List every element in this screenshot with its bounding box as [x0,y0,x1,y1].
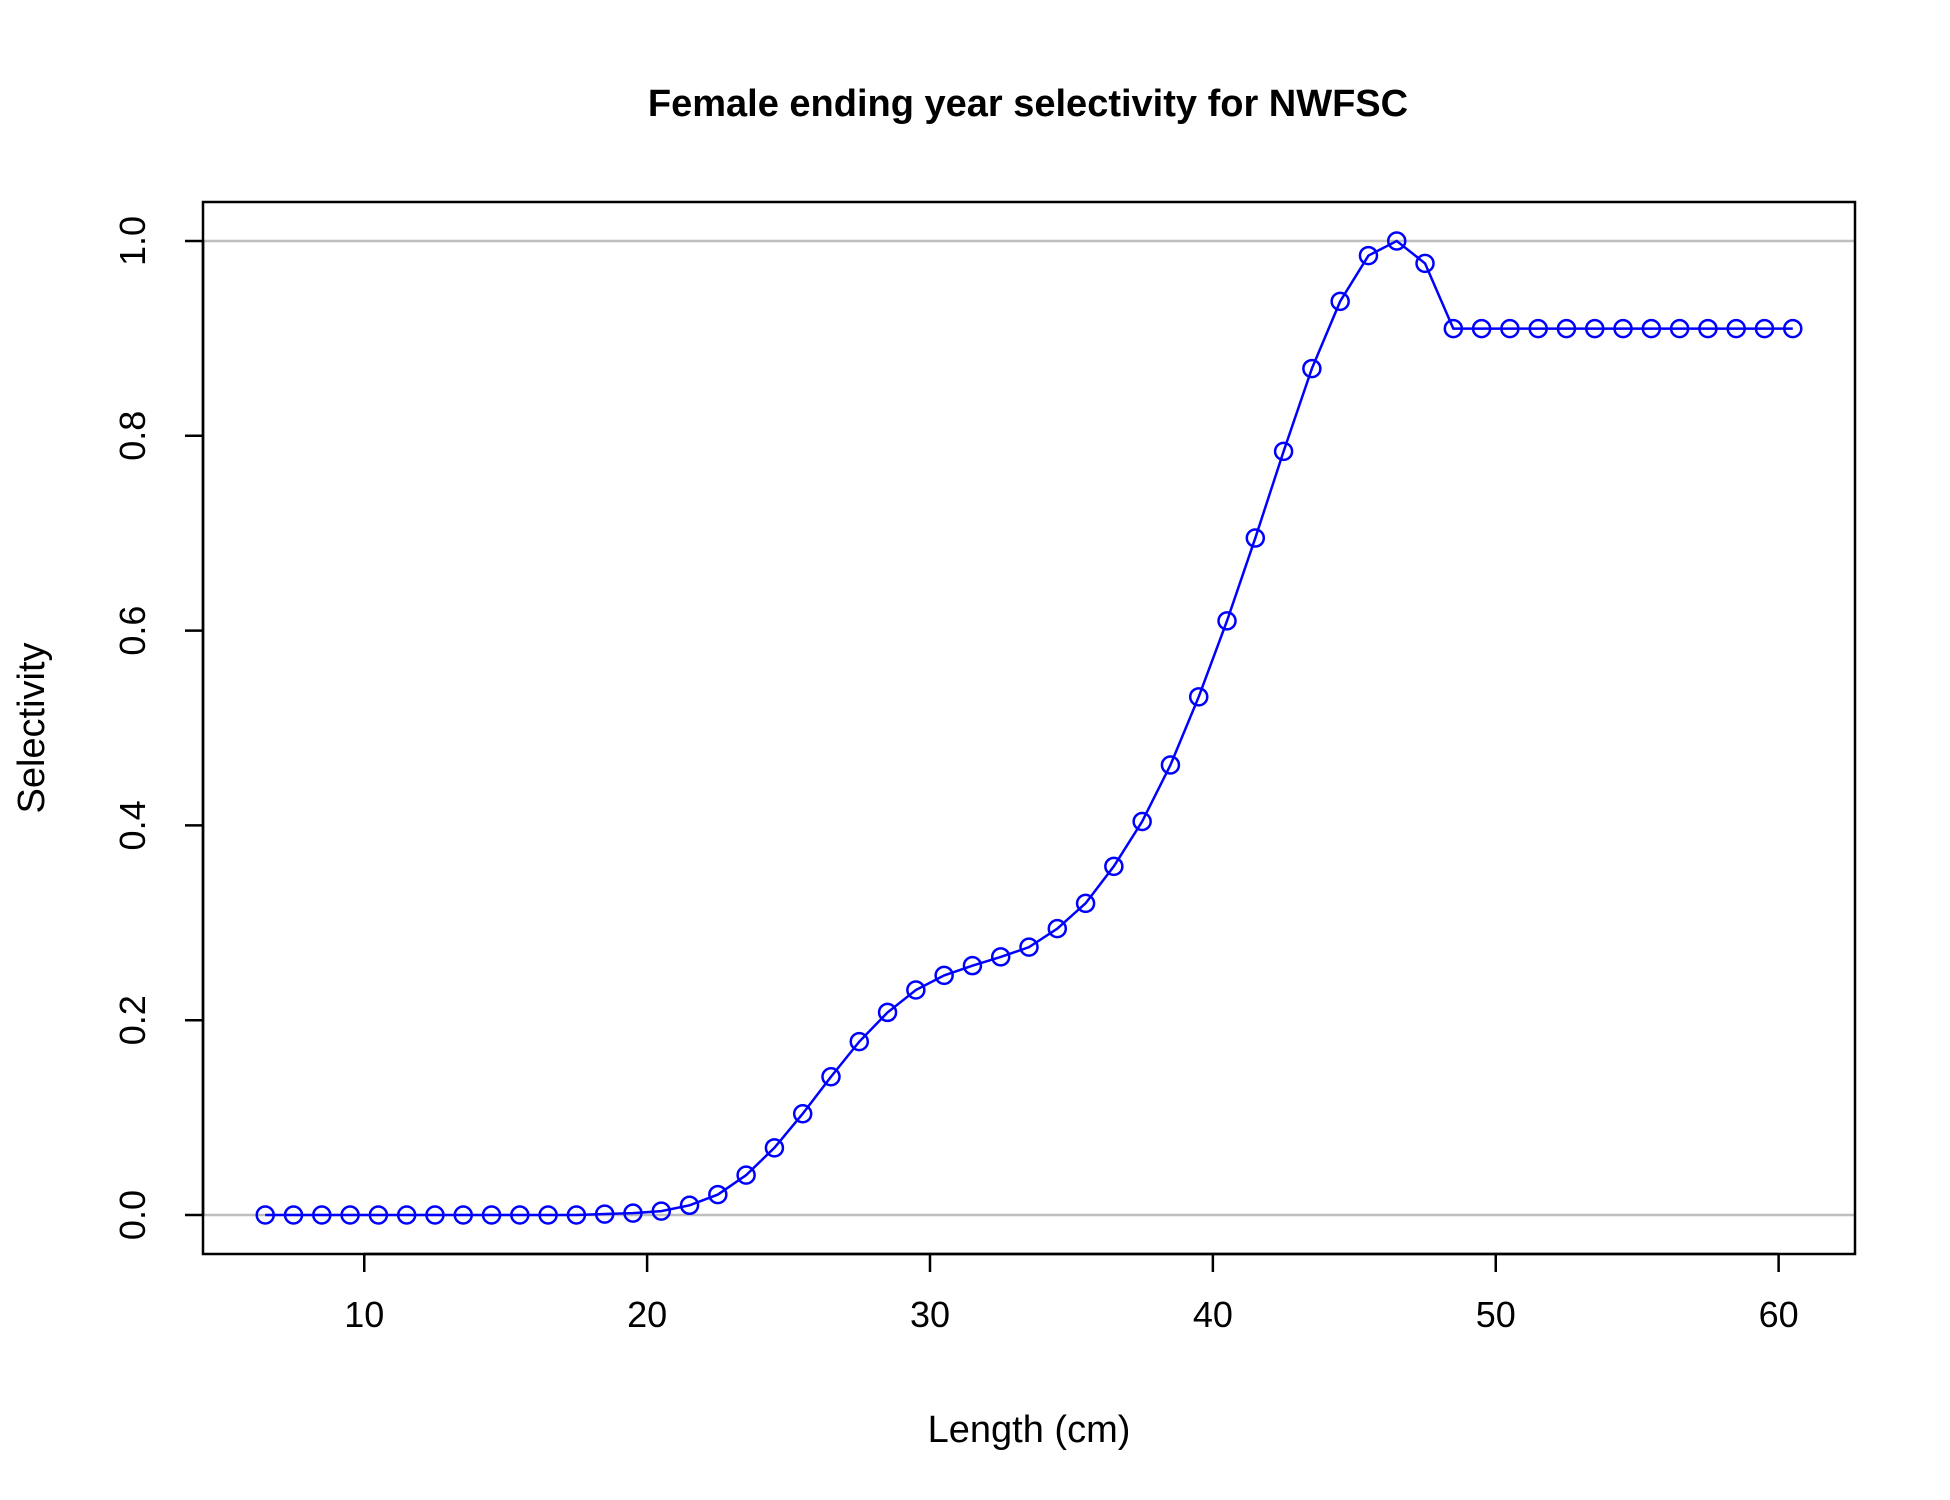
y-axis: 0.0 0.2 0.4 0.6 0.8 1.0 [112,216,205,1240]
y-tick-label: 0.2 [112,995,153,1045]
data-point [849,1031,870,1052]
data-point [1160,755,1181,775]
data-point [1500,318,1520,339]
data-point [906,980,926,1000]
data-point [877,1002,898,1023]
data-point [1132,811,1152,832]
data-point [1556,318,1577,339]
data-point [1528,318,1548,339]
data-point [1726,318,1746,339]
data-point [566,1205,587,1225]
y-tick-label: 0.0 [112,1190,153,1240]
data-point [1783,318,1803,339]
data-point [1698,318,1718,339]
data-point [1585,318,1605,339]
data-point [510,1205,530,1225]
data-point [425,1205,445,1225]
data-point [1047,918,1068,939]
x-axis-label: Length (cm) [928,1409,1131,1451]
data-point [792,1103,813,1124]
x-tick-label: 60 [1759,1294,1799,1335]
y-tick-label: 0.8 [112,411,153,461]
data-point [934,965,954,986]
data-point [255,1205,275,1225]
data-point [679,1195,700,1216]
data-point [283,1205,304,1225]
data-point [1075,893,1096,914]
data-point [1104,856,1124,877]
x-tick-label: 10 [344,1294,384,1335]
chart-title: Female ending year selectivity for NWFSC [648,83,1408,125]
data-point [1669,318,1690,339]
data-point [340,1205,360,1225]
x-tick-label: 20 [627,1294,667,1335]
data-point [1443,318,1464,339]
data-point [1415,253,1435,274]
data-point [1358,245,1379,266]
y-tick-label: 0.4 [112,800,153,850]
x-axis: 10 20 30 40 50 60 [344,1252,1799,1335]
data-point [396,1205,417,1225]
data-point [1019,937,1039,957]
reference-lines [203,239,1855,1217]
data-point [1217,611,1237,631]
y-tick-label: 1.0 [112,216,153,266]
data-point [481,1205,502,1225]
x-tick-label: 30 [910,1294,950,1335]
data-point [538,1205,558,1225]
data-point [962,955,983,976]
data-point [453,1205,473,1225]
data-point [736,1165,756,1185]
data-point [1386,231,1407,251]
data-point [1302,358,1322,379]
x-tick-label: 40 [1193,1294,1233,1335]
data-point [623,1203,643,1223]
data-point [821,1066,841,1087]
data-point [990,947,1011,967]
data-point [368,1205,389,1225]
plot-frame [201,200,1857,1256]
data-point [764,1138,785,1158]
y-tick-label: 0.6 [112,606,153,656]
data-point [1245,528,1266,548]
x-tick-label: 50 [1476,1294,1516,1335]
data-point [594,1204,615,1224]
data-point [1471,318,1492,339]
data-point [1188,687,1209,707]
data-point [1641,318,1662,339]
data-point [708,1184,728,1205]
data-point [1613,318,1633,339]
data-point [1754,318,1775,339]
selectivity-series [255,231,1803,1225]
y-axis-label: Selectivity [11,642,53,813]
data-point [312,1205,332,1225]
data-point [651,1201,672,1221]
data-point [1330,291,1350,312]
data-point [1273,441,1294,462]
series-line [265,239,1793,1217]
